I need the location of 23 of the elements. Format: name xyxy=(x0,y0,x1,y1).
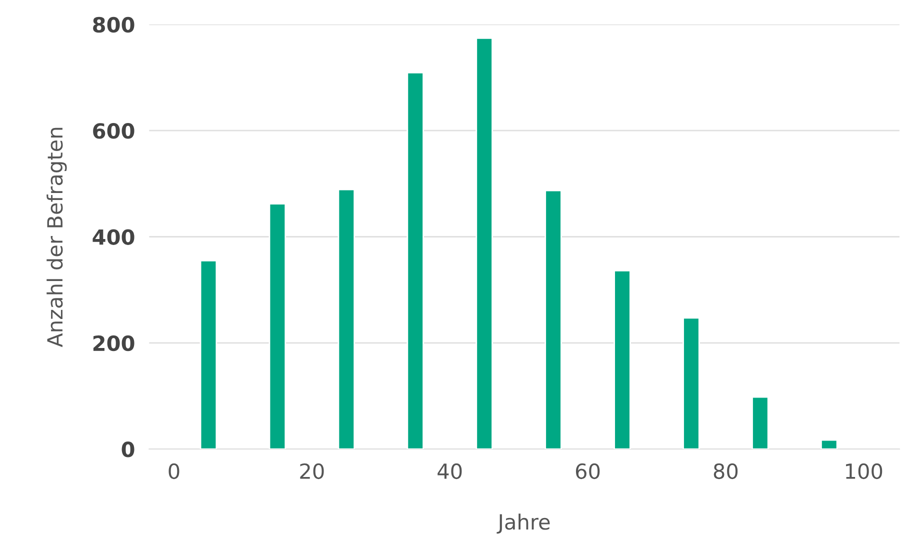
bar xyxy=(200,260,218,450)
x-tick-label: 60 xyxy=(576,463,600,480)
x-axis-title: Jahre xyxy=(496,514,550,534)
y-tick-label: 400 xyxy=(92,229,134,245)
bar xyxy=(614,270,631,450)
bar xyxy=(820,439,838,450)
x-tick-label: 20 xyxy=(300,463,324,480)
bar xyxy=(752,396,769,450)
y-axis-title: Anzahl der Befragten xyxy=(46,128,67,348)
y-tick-label: 200 xyxy=(93,335,134,352)
y-tick-label: 800 xyxy=(93,16,134,33)
x-tick-label: 0 xyxy=(168,463,180,480)
x-tick-label: 100 xyxy=(846,463,882,480)
y-tick-label: 600 xyxy=(93,123,134,139)
x-tick-label: 40 xyxy=(438,463,462,480)
bar xyxy=(682,317,700,450)
x-tick-label: 80 xyxy=(714,463,738,480)
y-tick-label: 0 xyxy=(122,442,134,458)
bar xyxy=(544,190,562,450)
bar xyxy=(338,188,356,450)
bar xyxy=(406,72,424,450)
bar xyxy=(268,203,286,450)
bar xyxy=(476,38,493,450)
